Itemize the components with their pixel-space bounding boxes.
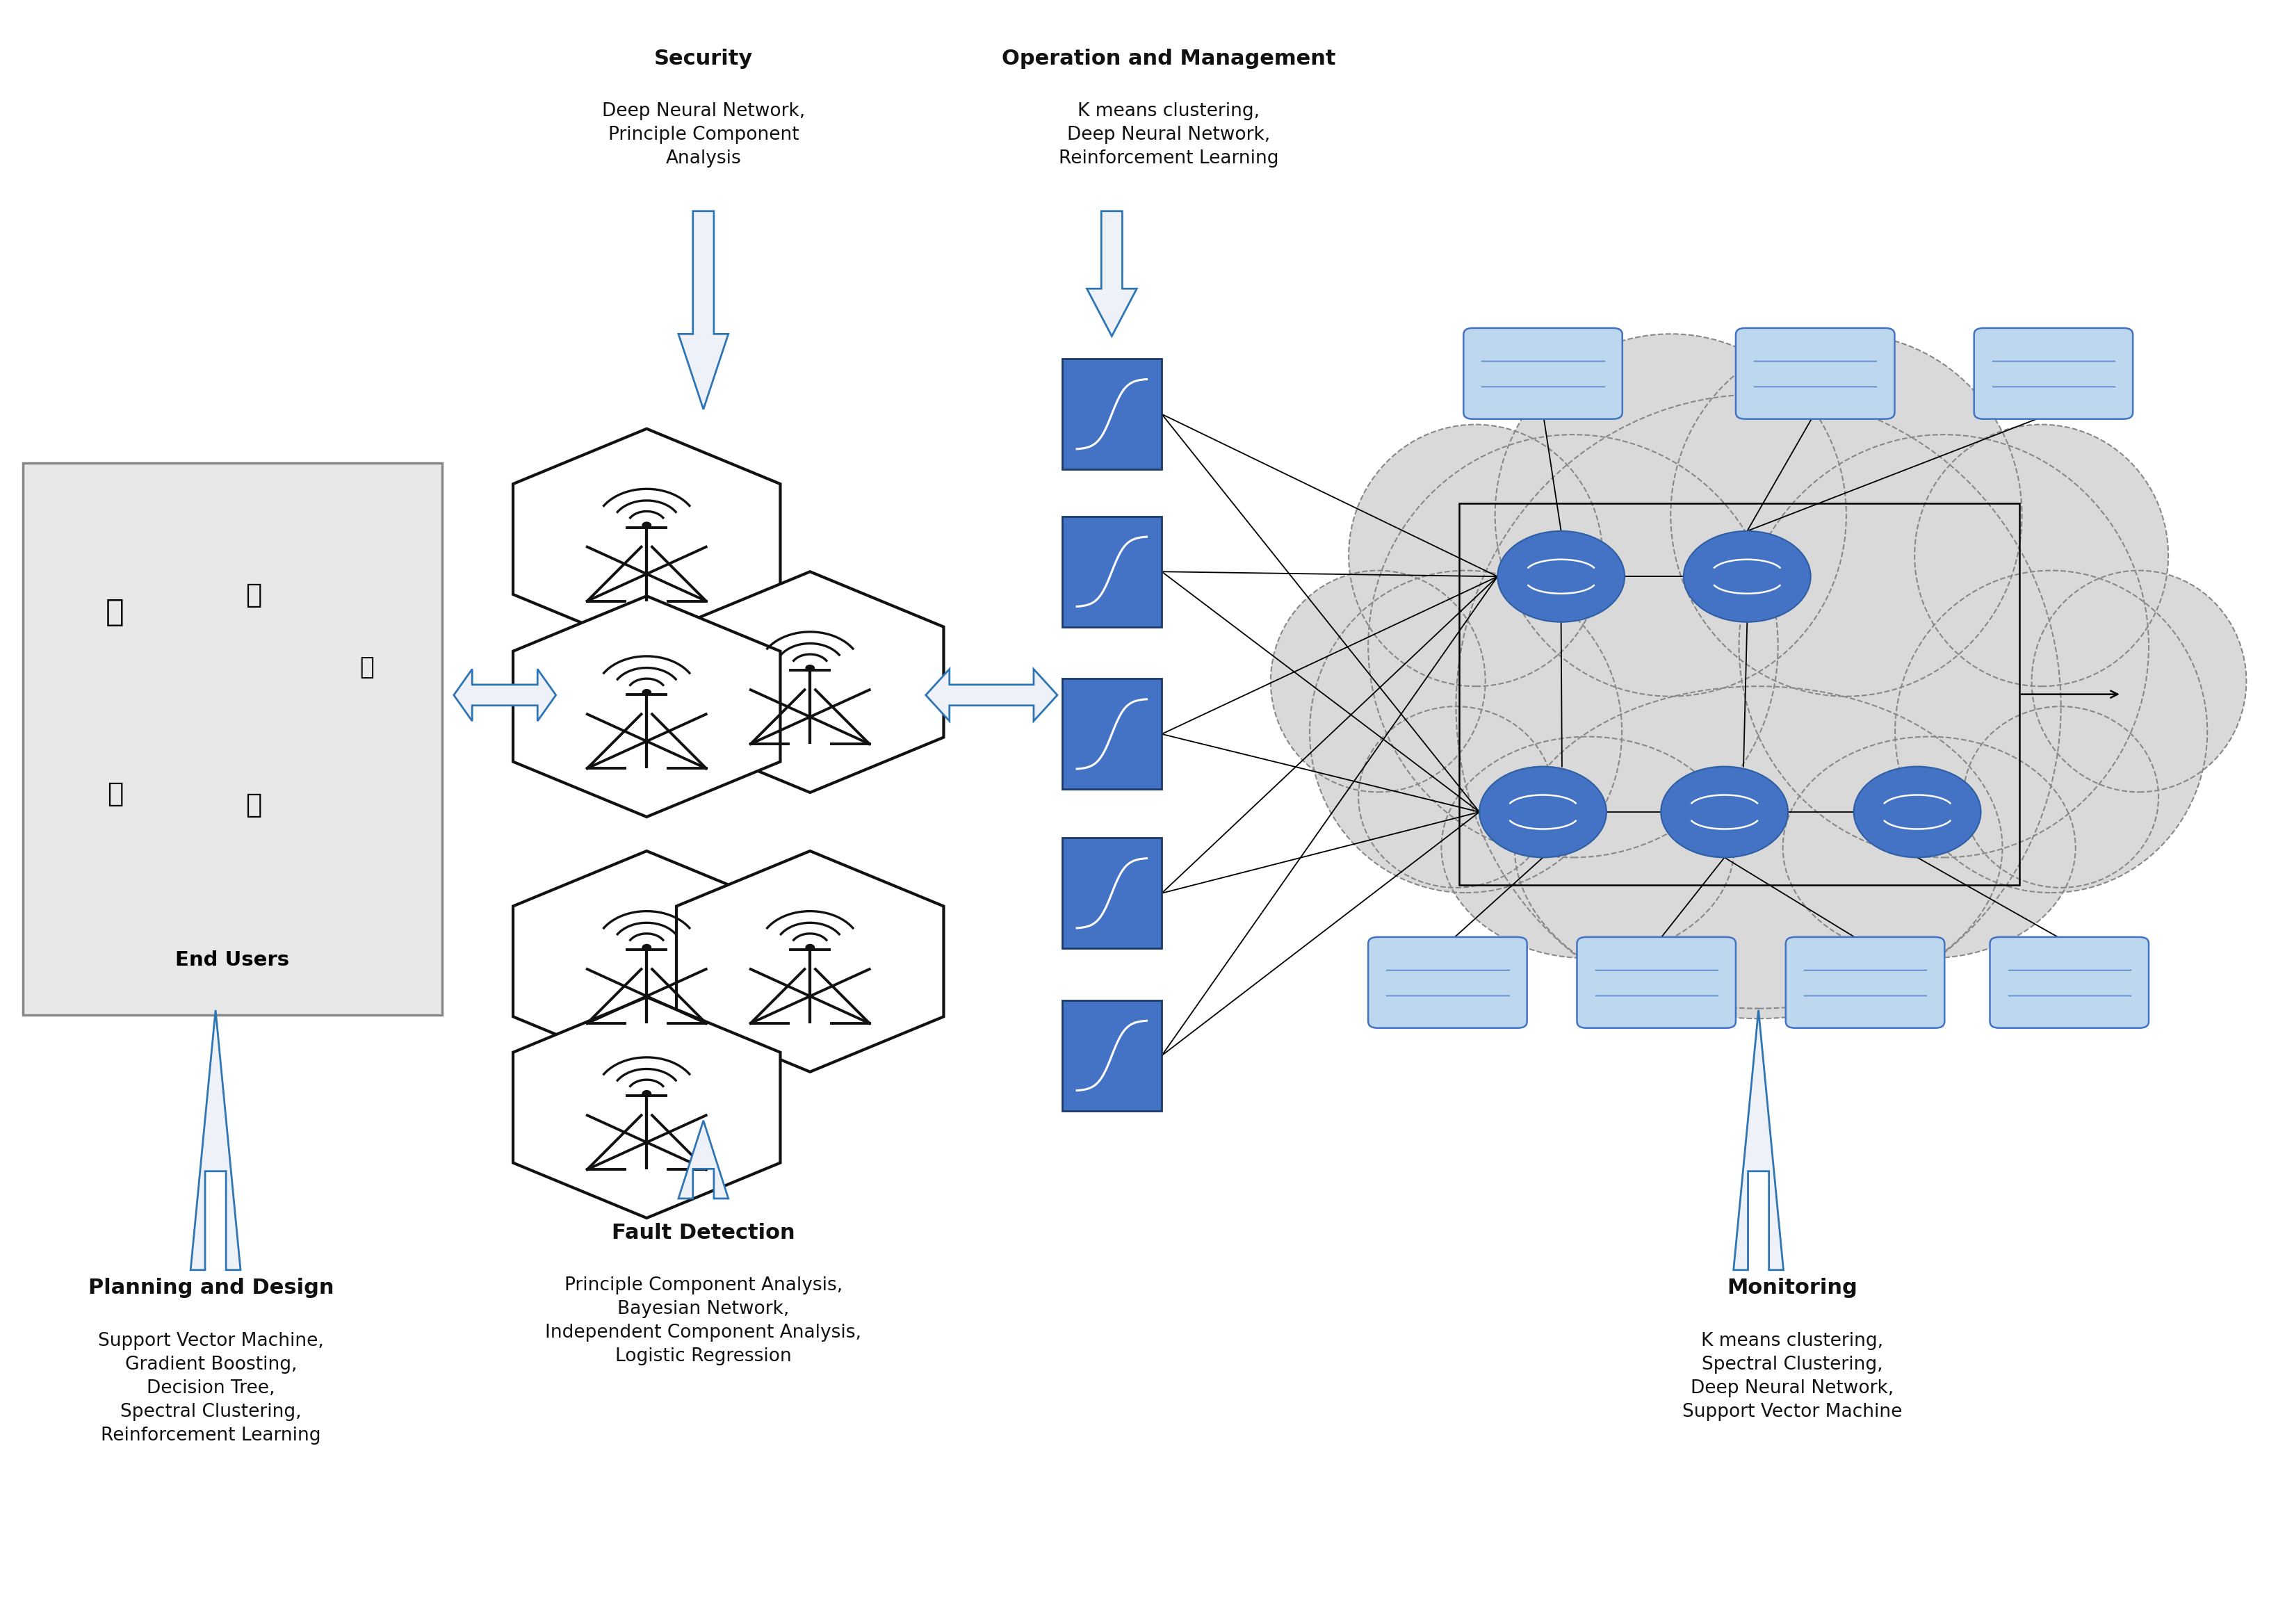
FancyBboxPatch shape [1062, 838, 1162, 948]
Circle shape [1684, 531, 1811, 622]
Ellipse shape [1457, 395, 2060, 1018]
Polygon shape [191, 1010, 241, 1270]
Text: Principle Component Analysis,
Bayesian Network,
Independent Component Analysis,
: Principle Component Analysis, Bayesian N… [545, 1276, 862, 1366]
Text: 🚗: 🚗 [107, 598, 125, 627]
Text: K means clustering,
Deep Neural Network,
Reinforcement Learning: K means clustering, Deep Neural Network,… [1060, 102, 1277, 167]
Ellipse shape [1895, 570, 2208, 893]
Circle shape [1479, 767, 1606, 857]
Ellipse shape [1670, 335, 2022, 697]
Text: Operation and Management: Operation and Management [1001, 49, 1336, 68]
FancyBboxPatch shape [1990, 937, 2149, 1028]
FancyBboxPatch shape [1577, 937, 1736, 1028]
Polygon shape [676, 851, 944, 1072]
Circle shape [642, 523, 651, 528]
Polygon shape [454, 669, 556, 721]
Ellipse shape [1516, 687, 2001, 1009]
Text: Monitoring: Monitoring [1727, 1278, 1858, 1298]
Ellipse shape [1441, 737, 1734, 958]
Ellipse shape [1738, 435, 2149, 857]
Text: End Users: End Users [175, 950, 290, 970]
Text: 🖥: 🖥 [245, 581, 261, 609]
Ellipse shape [1783, 737, 2076, 958]
Polygon shape [678, 211, 728, 409]
Text: Security: Security [653, 49, 753, 68]
Ellipse shape [1915, 424, 2169, 687]
FancyBboxPatch shape [23, 463, 442, 1015]
FancyBboxPatch shape [1368, 937, 1527, 1028]
FancyBboxPatch shape [1062, 1000, 1162, 1111]
Ellipse shape [1271, 570, 1486, 793]
FancyBboxPatch shape [1062, 516, 1162, 627]
FancyBboxPatch shape [1736, 328, 1895, 419]
Ellipse shape [1359, 706, 1554, 888]
Polygon shape [513, 429, 781, 650]
Circle shape [805, 945, 815, 950]
Polygon shape [676, 572, 944, 793]
Text: ⌚: ⌚ [245, 793, 261, 818]
Polygon shape [1734, 1010, 1783, 1270]
FancyBboxPatch shape [1786, 937, 1945, 1028]
FancyBboxPatch shape [1062, 679, 1162, 789]
Circle shape [1854, 767, 1981, 857]
Polygon shape [513, 851, 781, 1072]
Text: Support Vector Machine,
Gradient Boosting,
Decision Tree,
Spectral Clustering,
R: Support Vector Machine, Gradient Boostin… [98, 1332, 324, 1444]
Text: 📡: 📡 [107, 781, 123, 807]
FancyBboxPatch shape [1062, 359, 1162, 469]
Text: Planning and Design: Planning and Design [88, 1278, 334, 1298]
Ellipse shape [1963, 706, 2158, 888]
Circle shape [1661, 767, 1788, 857]
FancyBboxPatch shape [1464, 328, 1622, 419]
Ellipse shape [1368, 435, 1779, 857]
Circle shape [642, 945, 651, 950]
Circle shape [1498, 531, 1625, 622]
Ellipse shape [2031, 570, 2246, 793]
Polygon shape [926, 669, 1057, 721]
Circle shape [805, 666, 815, 671]
Circle shape [642, 1091, 651, 1096]
Polygon shape [678, 1121, 728, 1199]
Text: Fault Detection: Fault Detection [613, 1223, 794, 1242]
Polygon shape [513, 997, 781, 1218]
Circle shape [642, 690, 651, 695]
Polygon shape [1087, 211, 1137, 336]
Ellipse shape [1348, 424, 1602, 687]
FancyBboxPatch shape [1974, 328, 2133, 419]
Ellipse shape [1495, 335, 1847, 697]
Text: K means clustering,
Spectral Clustering,
Deep Neural Network,
Support Vector Mac: K means clustering, Spectral Clustering,… [1684, 1332, 1901, 1421]
Text: Deep Neural Network,
Principle Component
Analysis: Deep Neural Network, Principle Component… [601, 102, 805, 167]
Ellipse shape [1309, 570, 1622, 893]
Polygon shape [513, 596, 781, 817]
Text: 📱: 📱 [361, 656, 374, 679]
